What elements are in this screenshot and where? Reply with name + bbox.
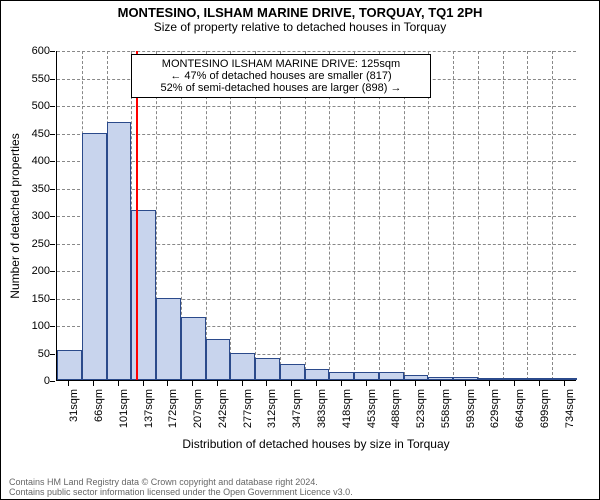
histogram-bar [181,317,206,380]
chart-title: MONTESINO, ILSHAM MARINE DRIVE, TORQUAY,… [9,5,591,20]
x-tick-label: 66sqm [93,389,105,439]
x-tick-label: 734sqm [564,389,576,439]
histogram-bar [305,369,330,380]
plot-area [56,51,576,381]
x-tick-label: 347sqm [291,389,303,439]
annotation-line-3: 52% of semi-detached houses are larger (… [138,82,424,94]
annotation-line-1: MONTESINO ILSHAM MARINE DRIVE: 125sqm [138,58,424,70]
annotation-box: MONTESINO ILSHAM MARINE DRIVE: 125sqm ← … [131,54,431,98]
histogram-bar [280,364,305,381]
x-tick-label: 31sqm [68,389,80,439]
y-tick-label: 250 [1,238,50,250]
chart-subtitle: Size of property relative to detached ho… [9,20,591,34]
x-tick-label: 172sqm [167,389,179,439]
x-tick-label: 558sqm [440,389,452,439]
y-tick-label: 600 [1,45,50,57]
x-tick-label: 383sqm [316,389,328,439]
y-tick-label: 150 [1,293,50,305]
x-tick-label: 629sqm [489,389,501,439]
histogram-bar [527,378,552,380]
x-axis-label: Distribution of detached houses by size … [56,437,576,451]
footer-attribution: Contains HM Land Registry data © Crown c… [9,477,353,497]
footer-line-1: Contains HM Land Registry data © Crown c… [9,477,353,487]
histogram-bar [255,358,280,380]
x-tick-label: 453sqm [366,389,378,439]
histogram-bar [404,375,429,381]
histogram-bar [156,298,181,381]
y-tick-label: 450 [1,128,50,140]
histogram-bar [107,122,132,381]
y-tick-label: 400 [1,155,50,167]
x-tick-label: 593sqm [465,389,477,439]
y-tick-label: 50 [1,348,50,360]
x-tick-label: 664sqm [514,389,526,439]
chart-container: MONTESINO, ILSHAM MARINE DRIVE, TORQUAY,… [0,0,600,500]
property-marker-line [136,51,138,380]
histogram-bar [230,353,255,381]
y-tick-label: 500 [1,100,50,112]
histogram-bar [428,377,453,380]
histogram-bar [379,372,404,380]
x-tick-label: 488sqm [390,389,402,439]
x-tick-label: 699sqm [539,389,551,439]
x-tick-label: 242sqm [217,389,229,439]
x-tick-label: 312sqm [266,389,278,439]
x-tick-label: 207sqm [192,389,204,439]
y-tick-label: 550 [1,73,50,85]
x-tick-label: 418sqm [341,389,353,439]
histogram-bar [82,133,107,381]
y-tick-label: 0 [1,375,50,387]
x-tick-label: 277sqm [242,389,254,439]
histogram-bar [453,377,478,380]
histogram-bar [206,339,231,380]
y-tick-label: 200 [1,265,50,277]
y-tick-label: 300 [1,210,50,222]
histogram-bar [552,378,577,380]
y-tick-label: 100 [1,320,50,332]
histogram-bar [354,372,379,380]
x-tick-label: 523sqm [415,389,427,439]
x-tick-label: 137sqm [143,389,155,439]
x-tick-label: 101sqm [118,389,130,439]
annotation-line-2: ← 47% of detached houses are smaller (81… [138,70,424,82]
histogram-bar [478,378,503,380]
histogram-bar [503,378,528,380]
footer-line-2: Contains public sector information licen… [9,487,353,497]
histogram-bar [329,372,354,380]
y-tick-label: 350 [1,183,50,195]
histogram-bar [57,350,82,380]
